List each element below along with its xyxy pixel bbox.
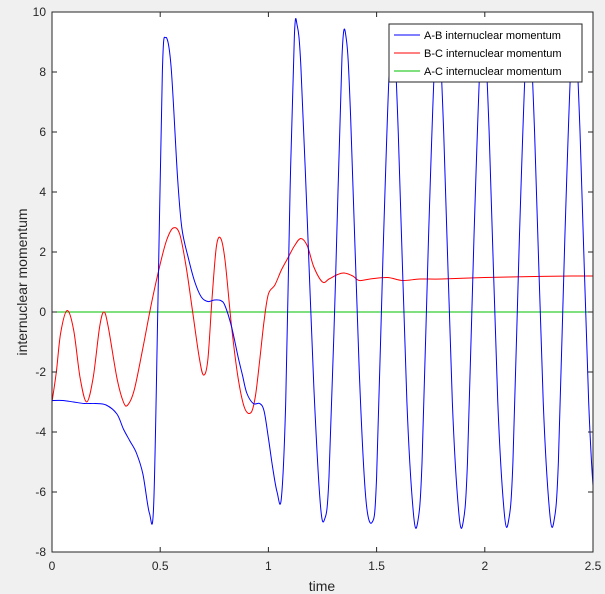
series-line-a-b-internuclear-momentum [52,17,593,529]
y-tick-label: 2 [39,245,46,259]
x-tick-label: 1.5 [368,559,385,573]
x-tick-label: 2 [481,559,488,573]
y-tick-label: -4 [35,425,46,439]
legend-box [388,23,583,83]
series-line-b-c-internuclear-momentum [52,227,593,414]
legend: A-B internuclear momentum B-C internuclea… [388,23,583,83]
y-tick-label: 8 [39,65,46,79]
y-tick-label: 0 [39,305,46,319]
y-tick-label: -2 [35,365,46,379]
y-tick-label: 6 [39,125,46,139]
y-tick-label: -8 [35,545,46,559]
x-tick-label: 0 [49,559,56,573]
plot-frame [51,11,594,553]
x-axis-label: time [309,578,336,594]
legend-label: A-B internuclear momentum [424,30,561,42]
y-tick-label: -6 [35,485,46,499]
legend-label: A-C internuclear momentum [424,66,562,78]
series-layer [52,17,593,529]
y-tick-label: 4 [39,185,46,199]
tick-layer: 0 0.5 1 1.5 2 2.5 -8 -6 -4 -2 0 2 4 6 8 10 [33,5,602,573]
y-axis-label: internuclear momentum [14,208,30,355]
x-tick-label: 1 [265,559,272,573]
legend-label: B-C internuclear momentum [424,48,562,60]
x-tick-label: 2.5 [585,559,602,573]
y-tick-label: 10 [33,5,47,19]
x-tick-label: 0.5 [152,559,169,573]
